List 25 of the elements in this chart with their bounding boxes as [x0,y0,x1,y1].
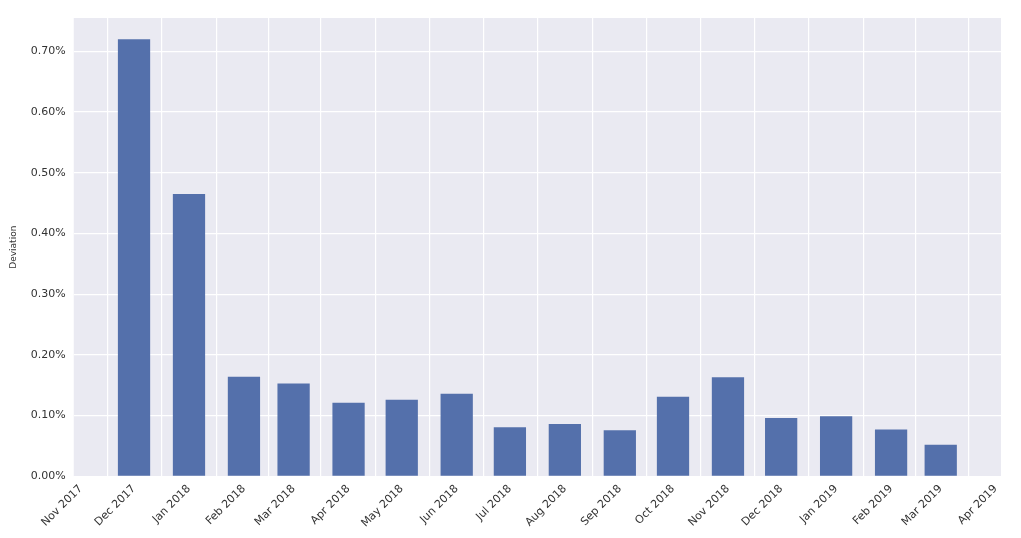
bar [765,418,798,476]
bar [277,383,310,476]
bar [493,427,527,476]
y-tick-label: 0.30% [30,287,66,301]
y-tick-label: 0.50% [30,165,66,179]
bar [711,377,745,476]
bar [227,376,261,476]
bar [548,424,581,476]
y-axis-title: Deviation [7,225,18,269]
y-tick-label: 0.40% [30,226,66,240]
bar [819,416,853,476]
y-tick-label: 0.20% [30,347,66,361]
bar [332,402,365,476]
bar [385,399,418,476]
bar [603,430,636,476]
bar [440,393,473,476]
y-tick-label: 0.00% [30,469,66,483]
y-tick-label: 0.10% [30,408,66,422]
bar [656,396,690,476]
bar [117,39,151,476]
bar [172,194,206,476]
bar [874,429,908,476]
y-tick-label: 0.60% [30,104,66,118]
bar [924,444,957,476]
y-tick-label: 0.70% [30,44,66,58]
